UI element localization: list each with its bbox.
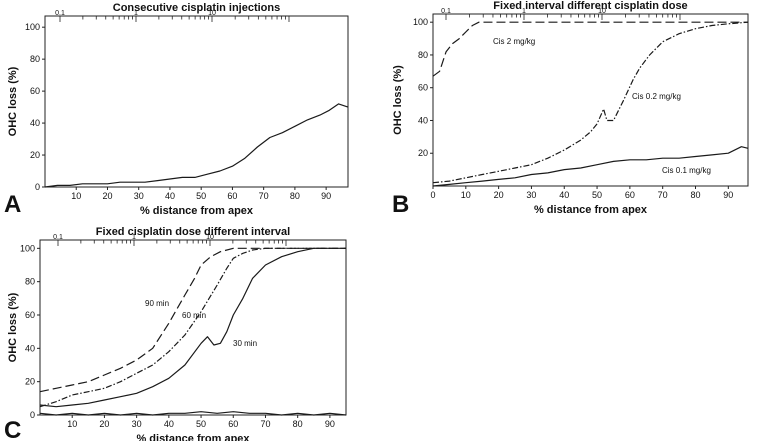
- series-label: Cis 0.1 mg/kg: [662, 166, 711, 175]
- top-axis-tick-label: 10: [598, 8, 606, 15]
- x-tick-label: 80: [690, 190, 700, 200]
- series-line-90-min: [39, 247, 346, 393]
- x-tick-label: 50: [196, 191, 206, 201]
- y-tick-label: 80: [418, 50, 428, 60]
- chart-title: Fixed interval different cisplatin dose: [493, 0, 687, 12]
- y-tick-label: 20: [30, 150, 40, 160]
- chart-title: Fixed cisplatin dose different interval: [96, 226, 290, 238]
- chart-panel-c: Fixed cisplatin dose different interval C…: [4, 226, 347, 441]
- x-tick-label: 80: [293, 419, 303, 429]
- top-axis-tick-label: 0.1: [55, 10, 65, 17]
- series-line-cis-2-mg-kg: [432, 21, 748, 77]
- x-tick-label: 10: [67, 419, 77, 429]
- y-tick-label: 20: [418, 148, 428, 158]
- series-label: 60 min: [182, 311, 206, 320]
- panel-letter: A: [4, 191, 21, 218]
- y-tick-label: 20: [25, 377, 35, 387]
- x-tick-label: 90: [723, 190, 733, 200]
- x-tick-label: 10: [461, 190, 471, 200]
- x-tick-label: 90: [325, 419, 335, 429]
- y-axis-label: OHC loss (%): [7, 66, 19, 136]
- series-label: Cis 2 mg/kg: [493, 37, 535, 46]
- x-tick-label: 20: [102, 191, 112, 201]
- y-axis-label: OHC loss (%): [7, 292, 19, 362]
- series-line-30-min: [39, 247, 346, 408]
- top-axis-tick-label: 0.1: [441, 8, 451, 15]
- x-axis-label: % distance from apex: [534, 204, 648, 216]
- y-tick-label: 60: [30, 86, 40, 96]
- y-tick-label: 80: [30, 54, 40, 64]
- x-tick-label: 50: [196, 419, 206, 429]
- y-tick-label: 40: [25, 343, 35, 353]
- top-axis-tick-label: 1: [522, 8, 526, 15]
- y-tick-label: 60: [418, 83, 428, 93]
- x-axis-label: % distance from apex: [140, 205, 254, 217]
- series-label: 90 min: [145, 299, 169, 308]
- series-line-cis-0-1-mg-kg: [432, 146, 749, 187]
- x-tick-label: 40: [165, 191, 175, 201]
- plot-frame: [44, 15, 349, 188]
- series-line-cis-0-2-mg-kg: [432, 21, 749, 184]
- series-line-0: [44, 103, 349, 188]
- x-tick-label: 60: [228, 419, 238, 429]
- y-tick-label: 40: [418, 115, 428, 125]
- y-tick-label: 0: [35, 182, 40, 192]
- x-tick-label: 20: [99, 419, 109, 429]
- y-axis-label: OHC loss (%): [392, 65, 404, 135]
- plot-frame: [432, 13, 749, 187]
- x-tick-label: 40: [164, 419, 174, 429]
- series-label: Cis 0.2 mg/kg: [632, 92, 681, 101]
- x-tick-label: 0: [430, 190, 435, 200]
- chart-panel-a: Consecutive cisplatin injections A % dista…: [4, 2, 349, 218]
- x-tick-label: 10: [71, 191, 81, 201]
- x-axis-label: % distance from apex: [136, 433, 250, 441]
- x-tick-label: 60: [625, 190, 635, 200]
- y-tick-label: 60: [25, 310, 35, 320]
- series-line-3: [39, 411, 347, 416]
- y-tick-label: 0: [30, 410, 35, 420]
- x-tick-label: 70: [658, 190, 668, 200]
- y-tick-label: 100: [25, 22, 40, 32]
- plot-frame: [39, 239, 347, 416]
- top-axis-tick-label: 10: [206, 234, 214, 241]
- x-tick-label: 70: [260, 419, 270, 429]
- y-tick-label: 80: [25, 277, 35, 287]
- x-tick-label: 30: [132, 419, 142, 429]
- x-tick-label: 50: [592, 190, 602, 200]
- series-label: 30 min: [233, 339, 257, 348]
- x-tick-label: 60: [227, 191, 237, 201]
- top-axis-tick-label: 1: [132, 234, 136, 241]
- chart-panel-b: Fixed interval different cisplatin dose B…: [392, 0, 749, 218]
- x-tick-label: 40: [559, 190, 569, 200]
- panel-letter: C: [4, 417, 21, 441]
- top-axis-tick-label: 0.1: [53, 234, 63, 241]
- x-tick-label: 80: [290, 191, 300, 201]
- y-tick-label: 100: [20, 243, 35, 253]
- x-tick-label: 30: [526, 190, 536, 200]
- top-axis-tick-label: 1: [134, 10, 138, 17]
- y-tick-label: 100: [413, 17, 428, 27]
- chart-title: Consecutive cisplatin injections: [113, 2, 281, 14]
- panel-letter: B: [392, 191, 409, 218]
- x-tick-label: 70: [259, 191, 269, 201]
- top-axis-tick-label: 10: [208, 10, 216, 17]
- y-tick-label: 40: [30, 118, 40, 128]
- x-tick-label: 30: [134, 191, 144, 201]
- x-tick-label: 20: [494, 190, 504, 200]
- series-line-60-min: [39, 247, 346, 408]
- x-tick-label: 90: [321, 191, 331, 201]
